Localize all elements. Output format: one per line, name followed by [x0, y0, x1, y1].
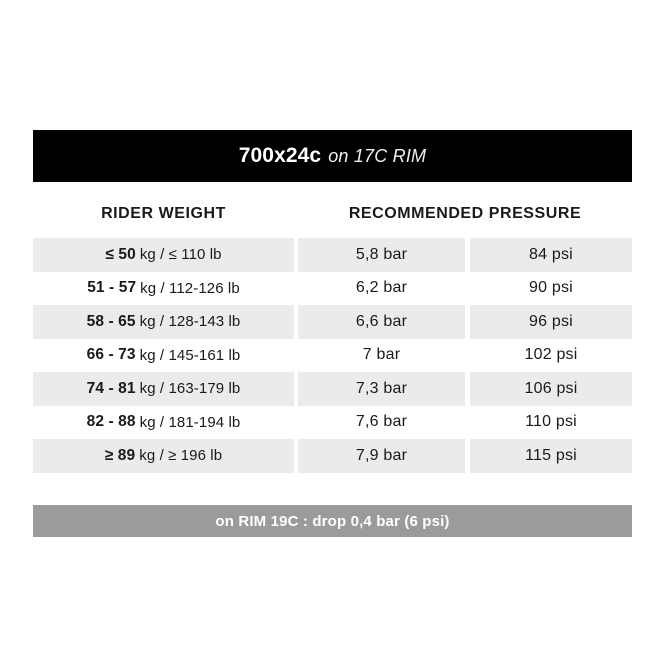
table-row: 58 - 65 kg / 128-143 lb 6,6 bar 96 psi	[33, 305, 632, 339]
table-row: 66 - 73 kg / 145-161 lb 7 bar 102 psi	[33, 339, 632, 373]
cell-rider-weight: 66 - 73 kg / 145-161 lb	[33, 339, 294, 373]
cell-pressure-psi: 90 psi	[470, 272, 632, 306]
cell-rider-weight: ≥ 89 kg / ≥ 196 lb	[33, 439, 294, 473]
weight-range-units: kg / 128-143 lb	[139, 313, 241, 331]
weight-range-units: kg / ≥ 196 lb	[139, 447, 223, 465]
pressure-psi-value: 96 psi	[529, 312, 573, 330]
footer-note-label: on RIM 19C : drop 0,4 bar (6 psi)	[215, 512, 450, 530]
pressure-bar-value: 6,2 bar	[355, 279, 408, 297]
table-row: ≥ 89 kg / ≥ 196 lb 7,9 bar 115 psi	[33, 439, 632, 473]
weight-range-value: 82 - 88	[86, 413, 136, 431]
weight-range-units: kg / 145-161 lb	[139, 346, 241, 364]
tire-size-label: 700x24c	[238, 144, 322, 167]
column-header-rider-weight: RIDER WEIGHT	[101, 205, 226, 222]
pressure-bar-value: 7,9 bar	[355, 446, 408, 464]
cell-pressure-bar: 6,6 bar	[298, 305, 465, 339]
cell-rider-weight: ≤ 50 kg / ≤ 110 lb	[33, 238, 294, 272]
cell-rider-weight: 58 - 65 kg / 128-143 lb	[33, 305, 294, 339]
weight-range-value: 51 - 57	[87, 279, 137, 297]
pressure-bar-value: 7 bar	[362, 346, 401, 364]
cell-pressure-bar: 6,2 bar	[298, 272, 465, 306]
pressure-psi-value: 90 psi	[529, 279, 573, 297]
pressure-psi-value: 115 psi	[525, 446, 577, 464]
weight-range-units: kg / 181-194 lb	[139, 413, 241, 431]
pressure-psi-value: 106 psi	[524, 379, 578, 397]
cell-pressure-psi: 84 psi	[470, 238, 632, 272]
cell-pressure-psi: 102 psi	[470, 339, 632, 373]
weight-range-value: 58 - 65	[86, 312, 136, 330]
pressure-bar-value: 7,6 bar	[355, 413, 408, 431]
pressure-psi-value: 102 psi	[524, 346, 578, 364]
pressure-psi-value: 110 psi	[525, 413, 577, 431]
column-header-recommended-pressure: RECOMMENDED PRESSURE	[348, 205, 582, 222]
cell-pressure-bar: 7,6 bar	[298, 406, 465, 440]
cell-pressure-bar: 7 bar	[298, 339, 465, 373]
cell-pressure-psi: 110 psi	[470, 406, 632, 440]
table-row: ≤ 50 kg / ≤ 110 lb 5,8 bar 84 psi	[33, 238, 632, 272]
table-row: 82 - 88 kg / 181-194 lb 7,6 bar 110 psi	[33, 406, 632, 440]
cell-pressure-psi: 96 psi	[470, 305, 632, 339]
footer-note-bar: on RIM 19C : drop 0,4 bar (6 psi)	[33, 505, 632, 537]
cell-pressure-bar: 5,8 bar	[298, 238, 465, 272]
cell-rider-weight: 51 - 57 kg / 112-126 lb	[33, 272, 294, 306]
weight-range-units: kg / 112-126 lb	[140, 279, 240, 297]
weight-range-value: ≥ 89	[104, 446, 136, 464]
weight-range-value: ≤ 50	[105, 245, 136, 263]
pressure-bar-value: 7,3 bar	[355, 379, 408, 397]
pressure-table: ≤ 50 kg / ≤ 110 lb 5,8 bar 84 psi 51 - 57 kg …	[33, 238, 632, 473]
cell-pressure-bar: 7,9 bar	[298, 439, 465, 473]
title-bar: 700x24c on 17C RIM	[33, 130, 632, 182]
pressure-psi-value: 84 psi	[529, 245, 573, 263]
rim-note-label: on 17C RIM	[328, 145, 427, 166]
cell-rider-weight: 82 - 88 kg / 181-194 lb	[33, 406, 294, 440]
column-header-row: RIDER WEIGHT RECOMMENDED PRESSURE	[33, 196, 632, 232]
cell-pressure-psi: 115 psi	[470, 439, 632, 473]
weight-range-units: kg / ≤ 110 lb	[139, 246, 222, 264]
weight-range-units: kg / 163-179 lb	[139, 380, 241, 398]
table-row: 74 - 81 kg / 163-179 lb 7,3 bar 106 psi	[33, 372, 632, 406]
pressure-bar-value: 6,6 bar	[355, 312, 408, 330]
cell-pressure-bar: 7,3 bar	[298, 372, 465, 406]
table-row: 51 - 57 kg / 112-126 lb 6,2 bar 90 psi	[33, 272, 632, 306]
pressure-bar-value: 5,8 bar	[355, 245, 408, 263]
cell-rider-weight: 74 - 81 kg / 163-179 lb	[33, 372, 294, 406]
weight-range-value: 74 - 81	[86, 379, 136, 397]
weight-range-value: 66 - 73	[86, 346, 136, 364]
cell-pressure-psi: 106 psi	[470, 372, 632, 406]
